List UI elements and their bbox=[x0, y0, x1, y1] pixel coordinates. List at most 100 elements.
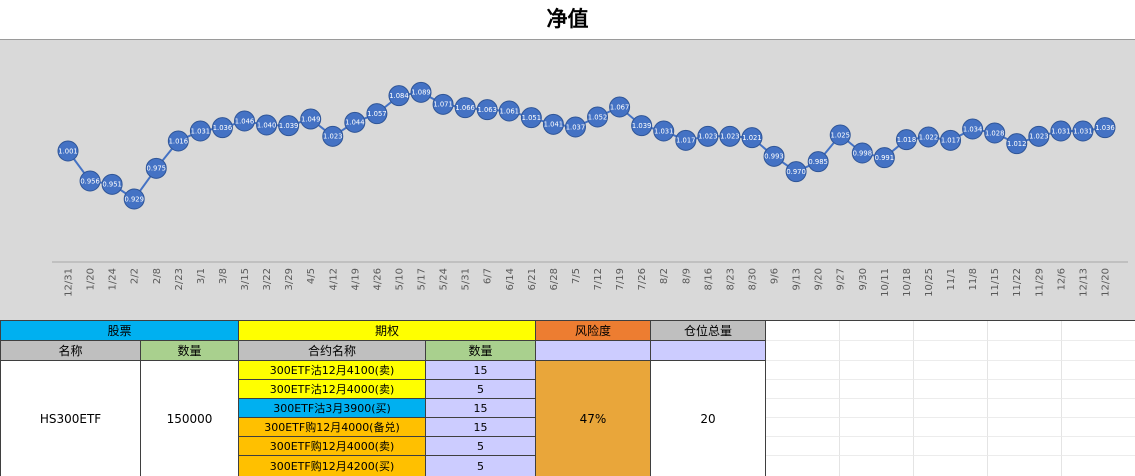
empty-cell[interactable] bbox=[914, 361, 988, 380]
empty-cell[interactable] bbox=[914, 341, 988, 361]
contract-qty-cell[interactable]: 5 bbox=[426, 456, 536, 476]
empty-cell[interactable] bbox=[1062, 321, 1135, 341]
position-value-cell[interactable]: 20 bbox=[651, 361, 766, 476]
contract-name-cell[interactable]: 300ETF购12月4000(备兑) bbox=[239, 418, 426, 437]
empty-cell[interactable] bbox=[840, 456, 914, 476]
empty-cell[interactable] bbox=[840, 380, 914, 399]
contract-name-cell[interactable]: 300ETF沽12月4100(卖) bbox=[239, 361, 426, 380]
svg-text:6/28: 6/28 bbox=[549, 268, 560, 290]
empty-cell[interactable] bbox=[988, 341, 1062, 361]
svg-text:12/20: 12/20 bbox=[1101, 268, 1112, 297]
contract-name-cell[interactable]: 300ETF沽3月3900(买) bbox=[239, 399, 426, 418]
svg-text:1/20: 1/20 bbox=[86, 268, 97, 290]
svg-text:7/26: 7/26 bbox=[637, 268, 648, 290]
empty-cell[interactable] bbox=[914, 321, 988, 341]
empty-cell[interactable] bbox=[988, 418, 1062, 437]
svg-text:0.993: 0.993 bbox=[764, 153, 783, 161]
empty-cell[interactable] bbox=[988, 456, 1062, 476]
contract-qty-cell[interactable]: 15 bbox=[426, 418, 536, 437]
svg-text:9/30: 9/30 bbox=[858, 268, 869, 290]
empty-cell[interactable] bbox=[766, 456, 840, 476]
svg-text:1.031: 1.031 bbox=[1073, 127, 1092, 135]
empty-cell[interactable] bbox=[766, 437, 840, 456]
empty-cell[interactable] bbox=[1062, 456, 1135, 476]
risk-value-cell[interactable]: 47% bbox=[536, 361, 651, 476]
svg-text:1.025: 1.025 bbox=[830, 131, 849, 139]
stock-header-cell[interactable]: 股票 bbox=[1, 321, 239, 341]
empty-cell[interactable] bbox=[1062, 399, 1135, 418]
svg-text:1.021: 1.021 bbox=[742, 134, 761, 142]
svg-text:1.022: 1.022 bbox=[919, 133, 938, 141]
position-subheader-blank-cell[interactable] bbox=[651, 341, 766, 361]
empty-cell[interactable] bbox=[1062, 418, 1135, 437]
svg-text:5/17: 5/17 bbox=[417, 268, 428, 290]
svg-text:1.061: 1.061 bbox=[500, 107, 519, 115]
svg-text:1.031: 1.031 bbox=[191, 127, 210, 135]
svg-text:1.028: 1.028 bbox=[985, 129, 1004, 137]
contract-name-cell[interactable]: 300ETF沽12月4000(卖) bbox=[239, 380, 426, 399]
empty-cell[interactable] bbox=[1062, 361, 1135, 380]
contract-subheader-cell[interactable]: 合约名称 bbox=[239, 341, 426, 361]
empty-cell[interactable] bbox=[766, 399, 840, 418]
position-table: 股票 期权 风险度 仓位总量 名称 数量 合约名称 数量 HS300ETF 15… bbox=[0, 320, 1135, 476]
empty-cell[interactable] bbox=[988, 361, 1062, 380]
empty-cell[interactable] bbox=[840, 399, 914, 418]
empty-cell[interactable] bbox=[914, 399, 988, 418]
stock-qty-subheader-cell[interactable]: 数量 bbox=[141, 341, 239, 361]
empty-cell[interactable] bbox=[840, 361, 914, 380]
contract-qty-cell[interactable]: 5 bbox=[426, 380, 536, 399]
stock-quantity-cell[interactable]: 150000 bbox=[141, 361, 239, 476]
empty-cell[interactable] bbox=[914, 456, 988, 476]
empty-cell[interactable] bbox=[988, 399, 1062, 418]
svg-text:6/7: 6/7 bbox=[483, 268, 494, 284]
empty-cell[interactable] bbox=[1062, 437, 1135, 456]
empty-cell[interactable] bbox=[988, 321, 1062, 341]
risk-subheader-blank-cell[interactable] bbox=[536, 341, 651, 361]
option-header-cell[interactable]: 期权 bbox=[239, 321, 536, 341]
empty-cell[interactable] bbox=[766, 341, 840, 361]
svg-text:5/31: 5/31 bbox=[461, 268, 472, 290]
empty-cell[interactable] bbox=[840, 437, 914, 456]
position-header-cell[interactable]: 仓位总量 bbox=[651, 321, 766, 341]
svg-text:9/20: 9/20 bbox=[814, 268, 825, 290]
empty-cell[interactable] bbox=[988, 437, 1062, 456]
svg-text:3/29: 3/29 bbox=[284, 268, 295, 290]
svg-text:1.051: 1.051 bbox=[522, 114, 541, 122]
empty-cell[interactable] bbox=[840, 321, 914, 341]
stock-name-cell[interactable]: HS300ETF bbox=[1, 361, 141, 476]
svg-text:3/15: 3/15 bbox=[240, 268, 251, 290]
name-subheader-cell[interactable]: 名称 bbox=[1, 341, 141, 361]
svg-text:11/29: 11/29 bbox=[1034, 268, 1045, 297]
empty-cell[interactable] bbox=[914, 418, 988, 437]
empty-cell[interactable] bbox=[766, 418, 840, 437]
svg-text:0.998: 0.998 bbox=[853, 149, 872, 157]
net-value-chart[interactable]: 净值 1.001 12/31 0.956 1/20 0.951 1/24 0.929 2/2 0… bbox=[0, 0, 1135, 320]
empty-cell[interactable] bbox=[766, 321, 840, 341]
empty-cell[interactable] bbox=[1062, 380, 1135, 399]
empty-cell[interactable] bbox=[840, 418, 914, 437]
svg-text:7/19: 7/19 bbox=[615, 268, 626, 290]
svg-text:0.956: 0.956 bbox=[80, 177, 99, 185]
svg-text:4/5: 4/5 bbox=[306, 268, 317, 284]
svg-text:1.023: 1.023 bbox=[720, 133, 739, 141]
empty-cell[interactable] bbox=[988, 380, 1062, 399]
option-qty-subheader-cell[interactable]: 数量 bbox=[426, 341, 536, 361]
svg-text:3/1: 3/1 bbox=[196, 268, 207, 284]
contract-name-cell[interactable]: 300ETF购12月4200(买) bbox=[239, 456, 426, 476]
contract-qty-cell[interactable]: 15 bbox=[426, 399, 536, 418]
svg-text:1.057: 1.057 bbox=[367, 110, 386, 118]
risk-header-cell[interactable]: 风险度 bbox=[536, 321, 651, 341]
contract-qty-cell[interactable]: 5 bbox=[426, 437, 536, 456]
empty-cell[interactable] bbox=[766, 380, 840, 399]
svg-text:12/31: 12/31 bbox=[64, 268, 75, 297]
empty-cell[interactable] bbox=[914, 380, 988, 399]
contract-name-cell[interactable]: 300ETF购12月4000(卖) bbox=[239, 437, 426, 456]
svg-text:9/13: 9/13 bbox=[792, 268, 803, 290]
empty-cell[interactable] bbox=[1062, 341, 1135, 361]
empty-cell[interactable] bbox=[766, 361, 840, 380]
svg-text:11/22: 11/22 bbox=[1012, 268, 1023, 297]
svg-text:6/21: 6/21 bbox=[527, 268, 538, 290]
empty-cell[interactable] bbox=[914, 437, 988, 456]
contract-qty-cell[interactable]: 15 bbox=[426, 361, 536, 380]
empty-cell[interactable] bbox=[840, 341, 914, 361]
